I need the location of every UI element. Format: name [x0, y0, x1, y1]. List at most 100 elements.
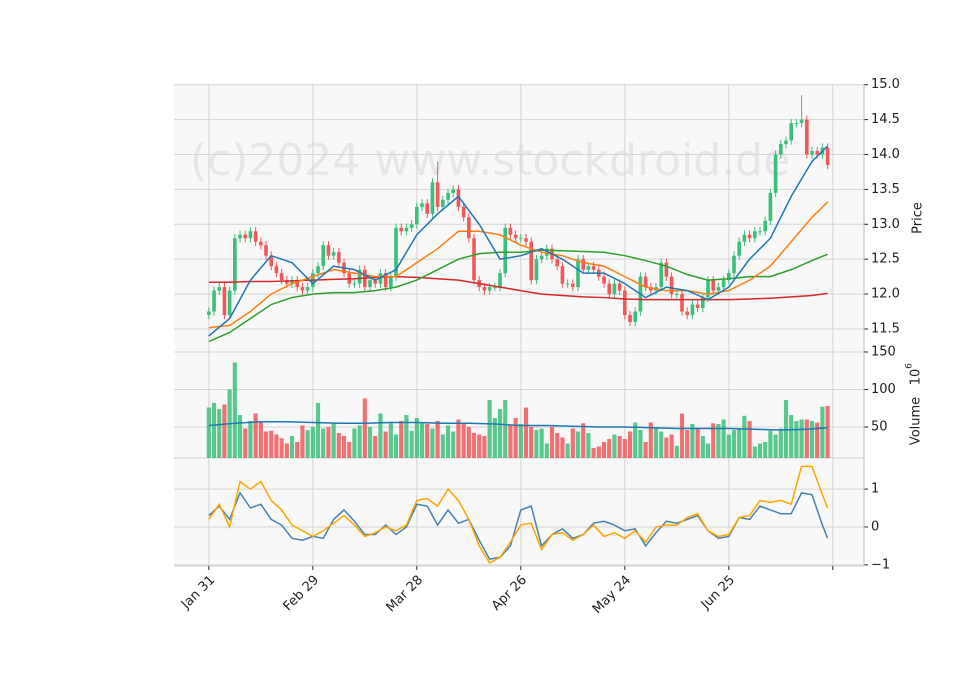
volume-bar [773, 434, 778, 458]
candle-body [529, 241, 534, 281]
candle-body [815, 151, 820, 155]
volume-bar [523, 407, 529, 458]
y-tick-label: 100 [871, 382, 896, 397]
volume-bar [482, 436, 487, 458]
volume-bar [747, 421, 752, 458]
volume-bar [492, 418, 497, 458]
candle-body [238, 234, 242, 239]
volume-bar [435, 421, 440, 458]
volume-bar [466, 427, 471, 458]
volume-bar [820, 406, 825, 458]
volume-bar [737, 428, 742, 458]
volume-bar [659, 431, 664, 458]
volume-bar [352, 428, 357, 458]
candle-body [513, 234, 518, 239]
volume-bar [284, 443, 289, 458]
candle-body [493, 287, 497, 289]
volume-bar [518, 424, 523, 458]
candle-body [524, 238, 528, 242]
candle-body [274, 266, 279, 274]
candle-body [789, 123, 794, 141]
candle-body [763, 220, 768, 232]
volume-bar [331, 423, 336, 458]
volume-bar [269, 430, 274, 458]
volume-bar [419, 423, 425, 458]
volume-bar [451, 431, 456, 458]
candle-body [389, 276, 393, 288]
candle-body [711, 280, 716, 291]
candle-body [467, 217, 471, 239]
candle-body [648, 287, 653, 291]
candle-body [331, 252, 336, 256]
candle-body [534, 259, 539, 281]
candle-body [394, 227, 398, 277]
candle-body [633, 311, 638, 322]
volume-bar [529, 427, 534, 458]
volume-bar [305, 430, 310, 458]
volume-bar [674, 445, 679, 458]
candle-body [456, 189, 461, 207]
candle-body [207, 311, 211, 316]
x-tick-label: Feb 29 [281, 573, 323, 615]
candle-body [695, 304, 700, 309]
volume-bar [388, 423, 393, 458]
candle-body [482, 287, 487, 291]
volume-bar [367, 427, 373, 458]
candle-body [643, 276, 648, 288]
candle-body [669, 276, 674, 295]
volume-bar [809, 421, 815, 458]
candle-body [233, 238, 237, 291]
candle-body [415, 206, 419, 225]
candle-body [212, 290, 216, 312]
volume-bar [357, 425, 362, 458]
volume-bar [825, 406, 830, 458]
y-tick-label: 1 [871, 482, 879, 497]
volume-bar [690, 424, 695, 458]
volume-bar [653, 428, 659, 458]
line [208, 145, 829, 337]
volume-bar [461, 422, 466, 458]
x-tick-label: May 24 [590, 573, 634, 617]
candle-body [680, 294, 684, 312]
volume-bar [607, 439, 612, 458]
axis-exponent: 6 [905, 363, 915, 369]
volume-bar [217, 409, 222, 458]
candle-body [357, 269, 362, 284]
volume-bar [326, 427, 331, 458]
candle-body [503, 227, 508, 274]
candle-body [674, 294, 679, 296]
candle-body [441, 199, 445, 207]
candle-body [498, 273, 502, 288]
candle-body [217, 287, 222, 291]
volume-bar [378, 413, 383, 458]
y-tick-label: 12.5 [871, 252, 900, 267]
candle-body [628, 315, 632, 322]
candle-body [544, 248, 549, 256]
y-tick-label: 14.5 [871, 112, 900, 127]
volume-bar [726, 434, 731, 458]
candle-body [425, 203, 430, 214]
volume-bar [477, 434, 482, 458]
volume-bar [612, 434, 617, 458]
volume-bar [586, 433, 591, 458]
volume-bar [627, 431, 633, 458]
plot-background [174, 84, 864, 566]
volume-bar [669, 434, 674, 458]
candle-body [716, 287, 721, 291]
candle-body [409, 224, 414, 228]
volume-bar [206, 407, 211, 458]
candle-body [404, 227, 409, 232]
volume-bar [685, 430, 690, 458]
volume-bar [336, 433, 341, 458]
candle-body [368, 280, 372, 288]
volume-bar [778, 428, 783, 458]
candle-body [300, 287, 305, 291]
axis-exponent-base: 10 [909, 369, 924, 386]
candle-body [581, 259, 586, 270]
candle-body [321, 245, 326, 267]
volume-bar [440, 434, 445, 458]
candle-body [326, 245, 331, 256]
watermark: (c)2024 www.stockdroid.de [190, 135, 790, 186]
volume-bar [596, 446, 601, 458]
